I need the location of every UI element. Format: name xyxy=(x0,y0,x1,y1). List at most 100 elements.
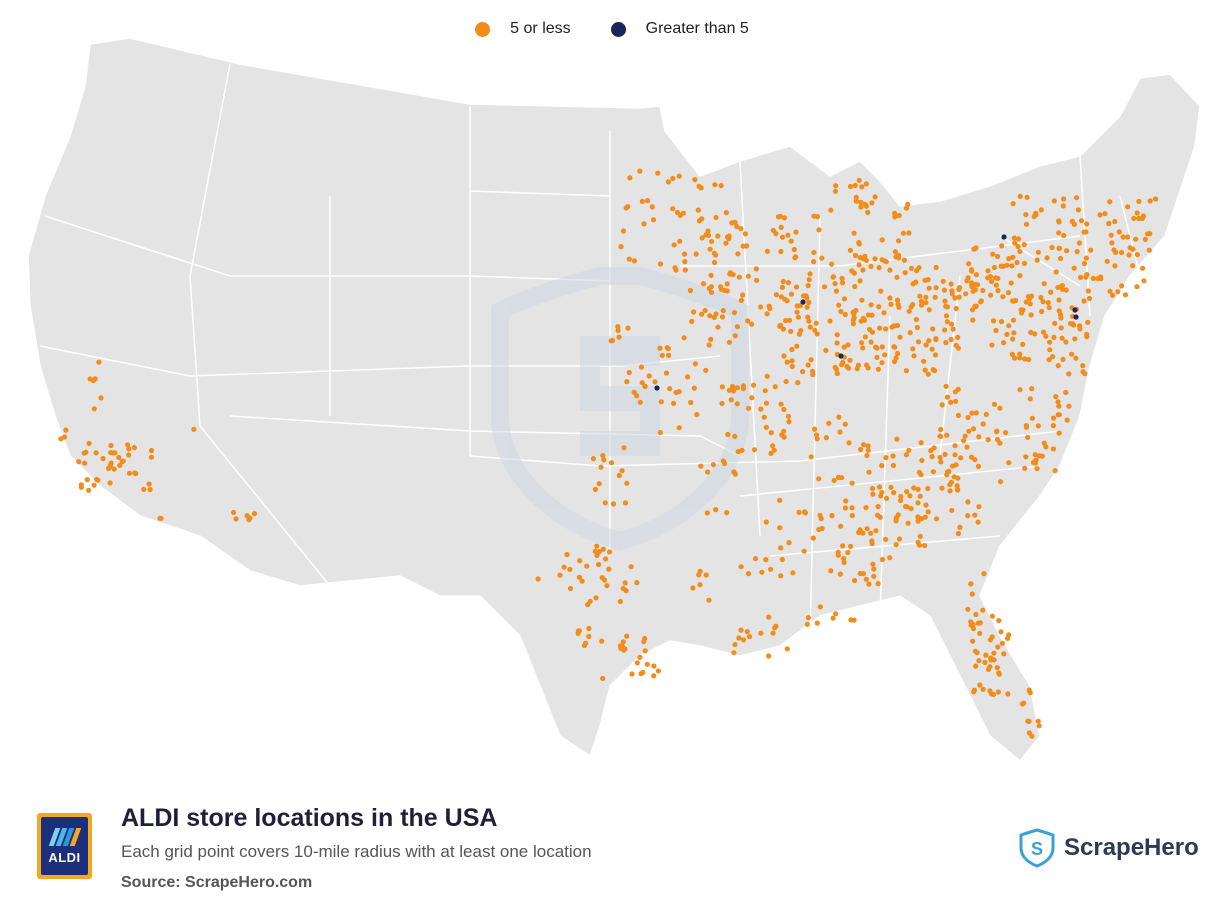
store-dot-5-or-less xyxy=(634,393,640,399)
store-dot-5-or-less xyxy=(995,275,1001,281)
store-dot-5-or-less xyxy=(930,367,936,373)
store-dot-5-or-less xyxy=(865,209,871,215)
store-dot-5-or-less xyxy=(685,374,691,380)
store-dot-5-or-less xyxy=(778,322,784,328)
store-dot-5-or-less xyxy=(1001,651,1007,657)
store-dot-5-or-less xyxy=(801,548,807,554)
store-dot-5-or-less xyxy=(925,509,931,515)
aldi-logo: ALDI xyxy=(37,813,92,879)
store-dots xyxy=(58,168,1159,739)
store-dot-5-or-less xyxy=(1003,430,1009,436)
store-dot-5-or-less xyxy=(1023,299,1029,305)
store-dot-5-or-less xyxy=(702,307,708,314)
store-dot-5-or-less xyxy=(681,251,688,257)
store-dot-5-or-less xyxy=(742,231,749,237)
store-dot-5-or-less xyxy=(943,313,950,319)
store-dot-5-or-less xyxy=(944,432,950,438)
store-dot-5-or-less xyxy=(82,460,88,466)
store-dot-5-or-less xyxy=(1023,423,1029,429)
store-dot-5-or-less xyxy=(732,641,738,648)
store-dot-5-or-less xyxy=(835,474,842,480)
store-dot-5-or-less xyxy=(806,318,812,324)
store-dot-5-or-less xyxy=(779,432,785,438)
store-dot-5-or-less xyxy=(699,311,705,317)
store-dot-5-or-less xyxy=(246,517,252,523)
store-dot-5-or-less xyxy=(637,399,643,405)
store-dot-5-or-less xyxy=(995,288,1001,294)
store-dot-5-or-less xyxy=(732,433,738,439)
store-dot-5-or-less xyxy=(744,629,750,635)
store-dot-5-or-less xyxy=(1057,255,1064,262)
store-dot-5-or-less xyxy=(126,452,132,458)
store-dot-5-or-less xyxy=(579,578,585,584)
store-dot-5-or-less xyxy=(862,201,868,208)
store-dot-5-or-less xyxy=(117,462,123,468)
store-dot-5-or-less xyxy=(918,302,925,308)
store-dot-5-or-less xyxy=(974,650,980,656)
store-dot-5-or-less xyxy=(621,445,627,451)
page-subtitle: Each grid point covers 10-mile radius wi… xyxy=(121,842,592,861)
store-dot-5-or-less xyxy=(670,206,676,212)
store-dot-5-or-less xyxy=(949,321,955,327)
store-dot-5-or-less xyxy=(948,336,954,343)
store-dot-5-or-less xyxy=(705,469,711,475)
store-dot-5-or-less xyxy=(980,287,986,294)
store-dot-5-or-less xyxy=(703,367,709,373)
store-dot-5-or-less xyxy=(970,621,976,628)
store-dot-5-or-less xyxy=(1060,356,1066,362)
store-dot-5-or-less xyxy=(807,271,813,277)
store-dot-5-or-less xyxy=(655,170,661,176)
store-dot-5-or-less xyxy=(1051,334,1057,340)
store-dot-5-or-less xyxy=(944,304,951,310)
store-dot-5-or-less xyxy=(953,398,959,404)
store-dot-5-or-less xyxy=(800,369,806,375)
store-dot-5-or-less xyxy=(981,571,987,577)
store-dot-5-or-less xyxy=(1050,423,1056,429)
store-dot-5-or-less xyxy=(779,556,785,563)
store-dot-5-or-less xyxy=(939,402,945,408)
store-dot-5-or-less xyxy=(856,177,862,183)
store-dot-5-or-less xyxy=(938,459,944,465)
store-dot-5-or-less xyxy=(768,566,774,572)
store-dot-5-or-less xyxy=(784,359,790,365)
store-dot-5-or-less xyxy=(847,183,854,190)
store-dot-5-or-less xyxy=(1134,210,1140,216)
store-dot-5-or-less xyxy=(938,426,944,433)
store-dot-5-or-less xyxy=(752,556,759,562)
store-dot-5-or-less xyxy=(830,615,836,621)
store-dot-5-or-less xyxy=(910,281,916,287)
store-dot-5-or-less xyxy=(1111,247,1117,253)
store-dot-5-or-less xyxy=(727,271,733,277)
store-dot-5-or-less xyxy=(832,364,838,370)
store-dot-5-or-less xyxy=(858,446,864,453)
store-dot-5-or-less xyxy=(84,477,90,483)
store-dot-5-or-less xyxy=(1056,430,1062,436)
store-dot-5-or-less xyxy=(642,648,648,654)
store-dot-5-or-less xyxy=(146,481,152,487)
store-dot-5-or-less xyxy=(1090,275,1096,281)
store-dot-5-or-less xyxy=(943,340,949,346)
store-dot-5-or-less xyxy=(620,228,627,234)
store-dot-5-or-less xyxy=(805,283,811,289)
store-dot-5-or-less xyxy=(1055,412,1061,418)
store-dot-5-or-less xyxy=(786,419,792,425)
store-dot-5-or-less xyxy=(711,250,718,256)
store-dot-5-or-less xyxy=(947,488,953,494)
store-dot-5-or-less xyxy=(1045,300,1051,306)
store-dot-5-or-less xyxy=(978,298,984,304)
store-dot-5-or-less xyxy=(925,371,931,377)
store-dot-5-or-less xyxy=(925,485,931,492)
store-dot-5-or-less xyxy=(875,503,881,510)
store-dot-5-or-less xyxy=(1119,249,1125,256)
store-dot-5-or-less xyxy=(1016,236,1022,242)
store-dot-5-or-less xyxy=(761,414,767,420)
store-dot-5-or-less xyxy=(788,328,794,334)
store-dot-5-or-less xyxy=(639,198,646,204)
store-dot-5-or-less xyxy=(616,334,622,340)
store-dot-5-or-less xyxy=(975,620,981,626)
store-dot-5-or-less xyxy=(779,234,786,240)
store-dot-5-or-less xyxy=(1084,221,1090,227)
store-dot-5-or-less xyxy=(871,573,877,579)
store-dot-5-or-less xyxy=(870,561,876,567)
store-dot-5-or-less xyxy=(1133,236,1139,242)
